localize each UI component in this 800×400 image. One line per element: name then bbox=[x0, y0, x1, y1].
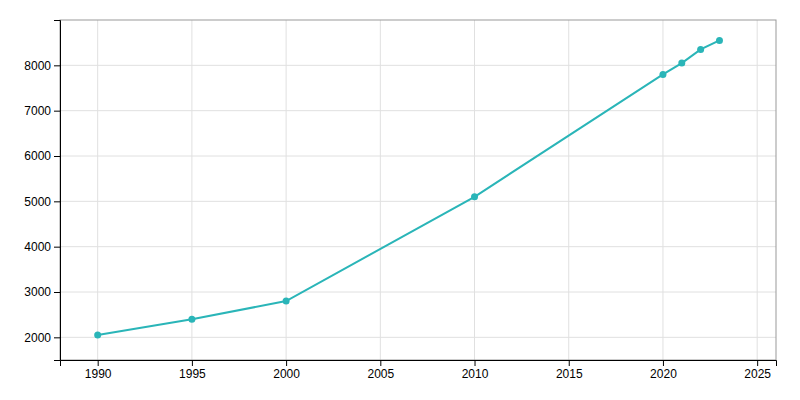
y-grid-line bbox=[60, 65, 776, 66]
point bbox=[716, 37, 723, 44]
y-grid-line bbox=[60, 110, 776, 111]
y-grid-line bbox=[60, 337, 776, 338]
y-tick-mark bbox=[54, 201, 60, 202]
y-tick: 8000 bbox=[24, 59, 60, 73]
y-grid-line bbox=[60, 201, 776, 202]
plot-area: 1990 1995 2000 2005 2010 2015 2020 2025 2000 3000… bbox=[24, 20, 776, 381]
x-tick: 2025 bbox=[744, 360, 771, 381]
y-tick-mark bbox=[54, 65, 60, 66]
y-grid-line bbox=[60, 246, 776, 247]
x-grid-line bbox=[380, 20, 381, 360]
x-axis: 1990 1995 2000 2005 2010 2015 2020 2025 bbox=[61, 360, 777, 381]
x-tick-mark bbox=[380, 360, 381, 366]
y-tick-label: 6000 bbox=[24, 149, 51, 163]
point bbox=[283, 298, 290, 305]
chart: 1990 1995 2000 2005 2010 2015 2020 2025 2000 3000… bbox=[0, 0, 800, 400]
x-tick-mark bbox=[663, 360, 664, 366]
x-tick: 2010 bbox=[462, 360, 489, 381]
y-tick: 4000 bbox=[24, 240, 60, 254]
point bbox=[94, 332, 101, 339]
x-tick: 1995 bbox=[179, 360, 206, 381]
point bbox=[188, 316, 195, 323]
x-tick-mark bbox=[569, 360, 570, 366]
x-tick-mark bbox=[98, 360, 99, 366]
x-tick-label: 2010 bbox=[462, 367, 489, 381]
point bbox=[678, 60, 685, 67]
y-tick-mark bbox=[54, 111, 60, 112]
x-grid-line bbox=[191, 20, 192, 360]
x-grid-line bbox=[286, 20, 287, 360]
y-tick-label: 5000 bbox=[24, 195, 51, 209]
y-grid-line bbox=[60, 156, 776, 157]
plot-frame bbox=[60, 20, 776, 360]
x-grid-line bbox=[568, 20, 569, 360]
x-tick-label: 2000 bbox=[273, 367, 300, 381]
line bbox=[98, 40, 720, 335]
x-grid-line bbox=[97, 20, 98, 360]
x-tick-mark bbox=[475, 360, 476, 366]
x-grid-line bbox=[757, 20, 758, 360]
y-tick-mark bbox=[54, 337, 60, 338]
x-tick: 2000 bbox=[273, 360, 300, 381]
x-tick: 2005 bbox=[367, 360, 394, 381]
x-tick-mark bbox=[286, 360, 287, 366]
y-grid-line bbox=[60, 292, 776, 293]
y-tick-mark bbox=[54, 292, 60, 293]
y-axis-line bbox=[54, 21, 61, 361]
x-tick: 2015 bbox=[556, 360, 583, 381]
y-tick: 2000 bbox=[24, 331, 60, 345]
y-tick: 5000 bbox=[24, 195, 60, 209]
x-tick-label: 2015 bbox=[556, 367, 583, 381]
x-tick-mark bbox=[757, 360, 758, 366]
y-tick-label: 3000 bbox=[24, 285, 51, 299]
x-tick-mark bbox=[192, 360, 193, 366]
y-tick-mark bbox=[54, 247, 60, 248]
x-grid-line bbox=[474, 20, 475, 360]
y-tick: 7000 bbox=[24, 104, 60, 118]
y-tick-mark bbox=[54, 156, 60, 157]
x-tick-label: 1995 bbox=[179, 367, 206, 381]
y-tick-label: 8000 bbox=[24, 59, 51, 73]
y-tick-label: 7000 bbox=[24, 104, 51, 118]
point bbox=[697, 46, 704, 53]
grid bbox=[60, 20, 776, 360]
x-tick-label: 2020 bbox=[650, 367, 677, 381]
x-tick: 1990 bbox=[85, 360, 112, 381]
y-tick: 6000 bbox=[24, 149, 60, 163]
x-tick-label: 1990 bbox=[85, 367, 112, 381]
x-axis-line bbox=[61, 361, 777, 367]
y-axis: 2000 3000 4000 5000 6000 7000 8000 bbox=[24, 21, 60, 361]
point bbox=[471, 193, 478, 200]
y-tick: 3000 bbox=[24, 285, 60, 299]
point bbox=[659, 71, 666, 78]
x-tick-label: 2025 bbox=[744, 367, 771, 381]
y-tick-label: 4000 bbox=[24, 240, 51, 254]
y-tick-label: 2000 bbox=[24, 331, 51, 345]
x-tick-label: 2005 bbox=[367, 367, 394, 381]
x-tick: 2020 bbox=[650, 360, 677, 381]
series bbox=[94, 37, 723, 339]
